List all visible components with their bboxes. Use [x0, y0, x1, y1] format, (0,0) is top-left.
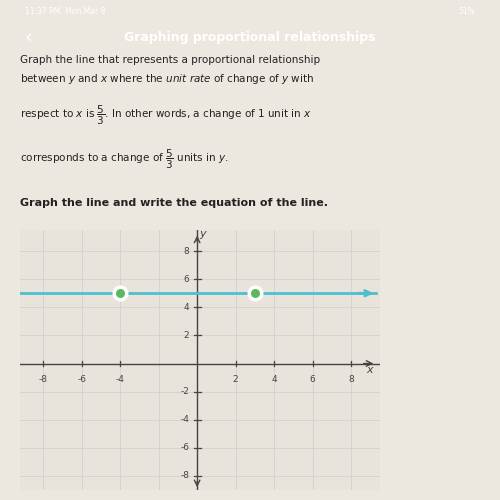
- Text: -4: -4: [116, 375, 124, 384]
- Text: 4: 4: [272, 375, 277, 384]
- Text: ‹: ‹: [25, 28, 33, 46]
- Text: -2: -2: [180, 387, 190, 396]
- Text: Graph the line and write the equation of the line.: Graph the line and write the equation of…: [20, 198, 328, 208]
- Text: Graph the line that represents a proportional relationship
between $y$ and $x$ w: Graph the line that represents a proport…: [20, 55, 320, 86]
- Text: -8: -8: [38, 375, 48, 384]
- Text: $y$: $y$: [200, 229, 208, 241]
- Text: respect to $x$ is $\dfrac{5}{3}$. In other words, a change of 1 unit in $x$: respect to $x$ is $\dfrac{5}{3}$. In oth…: [20, 104, 312, 128]
- Text: -8: -8: [180, 472, 190, 480]
- Text: 4: 4: [184, 303, 190, 312]
- Text: $x$: $x$: [366, 366, 375, 376]
- Text: 11:37 PM  Mon Mar 8: 11:37 PM Mon Mar 8: [25, 6, 105, 16]
- Text: 8: 8: [184, 246, 190, 256]
- Text: -4: -4: [180, 415, 190, 424]
- Text: -6: -6: [180, 444, 190, 452]
- Text: 2: 2: [184, 331, 190, 340]
- Text: Graphing proportional relationships: Graphing proportional relationships: [124, 30, 376, 44]
- Text: 6: 6: [184, 274, 190, 283]
- Text: 51%: 51%: [458, 6, 475, 16]
- Text: 2: 2: [233, 375, 238, 384]
- Text: 6: 6: [310, 375, 316, 384]
- Text: corresponds to a change of $\dfrac{5}{3}$ units in $y$.: corresponds to a change of $\dfrac{5}{3}…: [20, 148, 229, 171]
- Text: 8: 8: [348, 375, 354, 384]
- Text: -6: -6: [77, 375, 86, 384]
